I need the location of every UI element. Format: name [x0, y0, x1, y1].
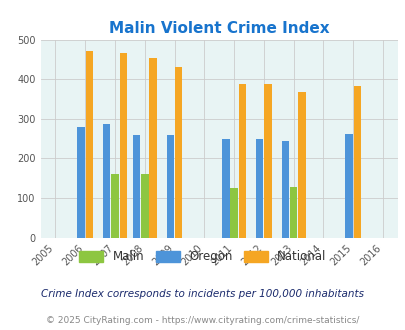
Text: Crime Index corresponds to incidents per 100,000 inhabitants: Crime Index corresponds to incidents per…	[41, 289, 364, 299]
Bar	[111, 174, 119, 238]
Bar	[119, 53, 127, 238]
Bar	[166, 135, 174, 238]
Bar	[77, 127, 85, 238]
Bar	[222, 139, 229, 238]
Bar	[281, 141, 288, 238]
Bar	[298, 92, 305, 238]
Bar	[103, 124, 110, 238]
Bar	[353, 86, 360, 238]
Bar	[85, 51, 93, 238]
Bar	[132, 135, 140, 238]
Bar	[264, 84, 271, 238]
Legend: Malin, Oregon, National: Malin, Oregon, National	[75, 246, 330, 268]
Title: Malin Violent Crime Index: Malin Violent Crime Index	[109, 21, 329, 36]
Bar	[230, 188, 237, 238]
Bar	[289, 187, 297, 238]
Bar	[238, 84, 245, 238]
Bar	[141, 174, 148, 238]
Bar	[175, 67, 182, 238]
Bar	[255, 139, 263, 238]
Bar	[149, 58, 156, 238]
Text: © 2025 CityRating.com - https://www.cityrating.com/crime-statistics/: © 2025 CityRating.com - https://www.city…	[46, 316, 359, 325]
Bar	[344, 134, 352, 238]
